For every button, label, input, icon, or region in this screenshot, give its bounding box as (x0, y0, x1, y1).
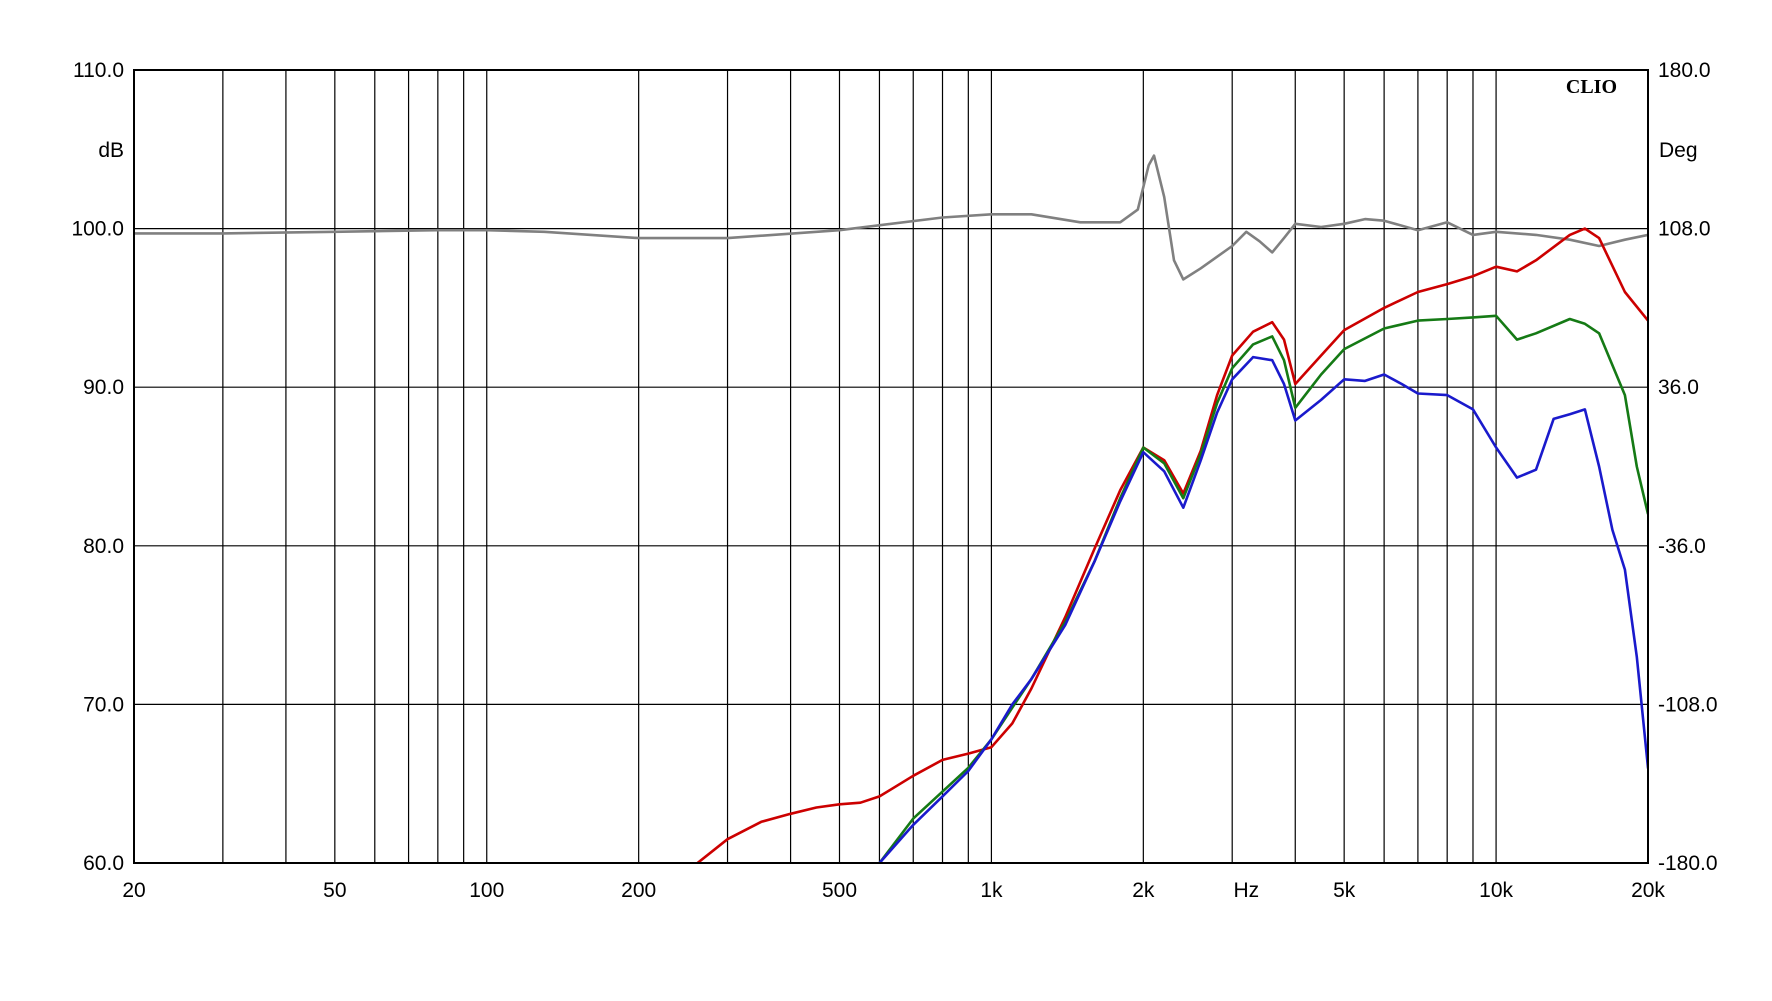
y-axis-label: dB (98, 139, 124, 162)
x-tick-label: 1k (980, 879, 1003, 902)
x-tick-label: 10k (1479, 879, 1513, 902)
tick-labels: 20 50 100 200 500 1k 2k 5k 10k 20k Hz 110.0 100.0 90.… (71, 59, 1717, 902)
grid (134, 70, 1648, 863)
x-tick-label: 200 (621, 879, 656, 902)
plot-frame (133, 69, 1649, 864)
x-tick-label: 50 (323, 879, 346, 902)
y2-tick-label: 36.0 (1658, 376, 1699, 399)
series-line-1 (134, 154, 1648, 281)
y-tick-label: 110.0 (73, 59, 124, 82)
y-tick-label: 80.0 (83, 535, 124, 558)
clio-logo: CLIO (1566, 76, 1617, 98)
y2-tick-label: -108.0 (1658, 693, 1718, 716)
y2-tick-label: -180.0 (1658, 852, 1718, 875)
y-tick-label: 100.0 (71, 218, 124, 241)
series-group (134, 154, 1648, 863)
y-tick-label: 90.0 (83, 376, 124, 399)
y2-tick-label: 108.0 (1658, 218, 1711, 241)
x-tick-label: 500 (822, 879, 857, 902)
x-tick-label: 2k (1132, 879, 1155, 902)
x-unit-label: Hz (1234, 879, 1260, 902)
y2-tick-label: -36.0 (1658, 535, 1706, 558)
y-tick-label: 70.0 (83, 693, 124, 716)
y2-axis-label: Deg (1659, 139, 1698, 162)
x-tick-label: 20 (122, 879, 145, 902)
x-tick-label: 5k (1333, 879, 1356, 902)
x-tick-label: 20k (1631, 879, 1665, 902)
y2-tick-label: 180.0 (1658, 59, 1711, 82)
x-tick-label: 100 (469, 879, 504, 902)
y-tick-label: 60.0 (83, 852, 124, 875)
series-line-4 (878, 355, 1648, 863)
